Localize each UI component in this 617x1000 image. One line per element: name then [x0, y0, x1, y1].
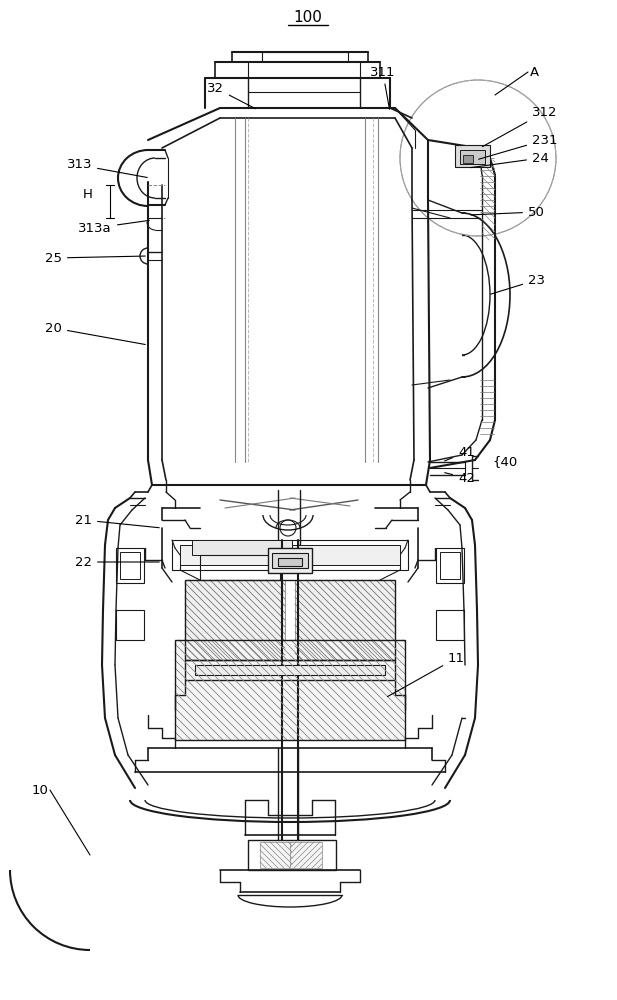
- Bar: [463, 155, 473, 163]
- Bar: [116, 610, 144, 640]
- Bar: [436, 548, 464, 583]
- Bar: [185, 580, 285, 660]
- Text: 21: 21: [75, 514, 159, 528]
- Text: 231: 231: [479, 133, 558, 159]
- Bar: [120, 552, 140, 579]
- Bar: [460, 150, 485, 164]
- Circle shape: [464, 151, 478, 165]
- Bar: [440, 552, 460, 579]
- Bar: [455, 145, 490, 167]
- Text: H: H: [83, 188, 93, 202]
- Bar: [436, 610, 464, 640]
- Bar: [192, 540, 292, 555]
- Text: 23: 23: [491, 273, 545, 294]
- Text: 313a: 313a: [78, 220, 149, 234]
- Text: 41: 41: [445, 446, 475, 461]
- Text: 312: 312: [482, 105, 558, 147]
- Bar: [278, 558, 302, 566]
- Text: 24: 24: [471, 151, 549, 168]
- Bar: [290, 842, 322, 868]
- Bar: [180, 545, 400, 565]
- Text: 25: 25: [45, 251, 145, 264]
- Bar: [195, 665, 385, 675]
- Text: 42: 42: [445, 472, 475, 485]
- Text: 32: 32: [207, 82, 255, 109]
- Bar: [185, 660, 395, 680]
- Bar: [248, 840, 336, 870]
- Bar: [295, 580, 395, 660]
- Text: 10: 10: [32, 784, 49, 796]
- Bar: [260, 842, 292, 868]
- Text: 50: 50: [471, 206, 545, 219]
- Text: {40: {40: [492, 456, 517, 468]
- Bar: [175, 640, 405, 740]
- Text: 313: 313: [67, 158, 147, 177]
- Bar: [268, 548, 312, 573]
- Text: 22: 22: [75, 556, 159, 568]
- Bar: [116, 548, 144, 583]
- Text: 100: 100: [294, 10, 323, 25]
- Bar: [185, 580, 395, 660]
- Text: A: A: [530, 66, 539, 79]
- Text: 20: 20: [45, 322, 145, 345]
- Text: 311: 311: [370, 66, 395, 109]
- Circle shape: [467, 154, 475, 162]
- Bar: [175, 640, 405, 740]
- Bar: [172, 540, 408, 570]
- Bar: [200, 555, 280, 580]
- Bar: [272, 553, 308, 568]
- Text: 11: 11: [387, 652, 465, 697]
